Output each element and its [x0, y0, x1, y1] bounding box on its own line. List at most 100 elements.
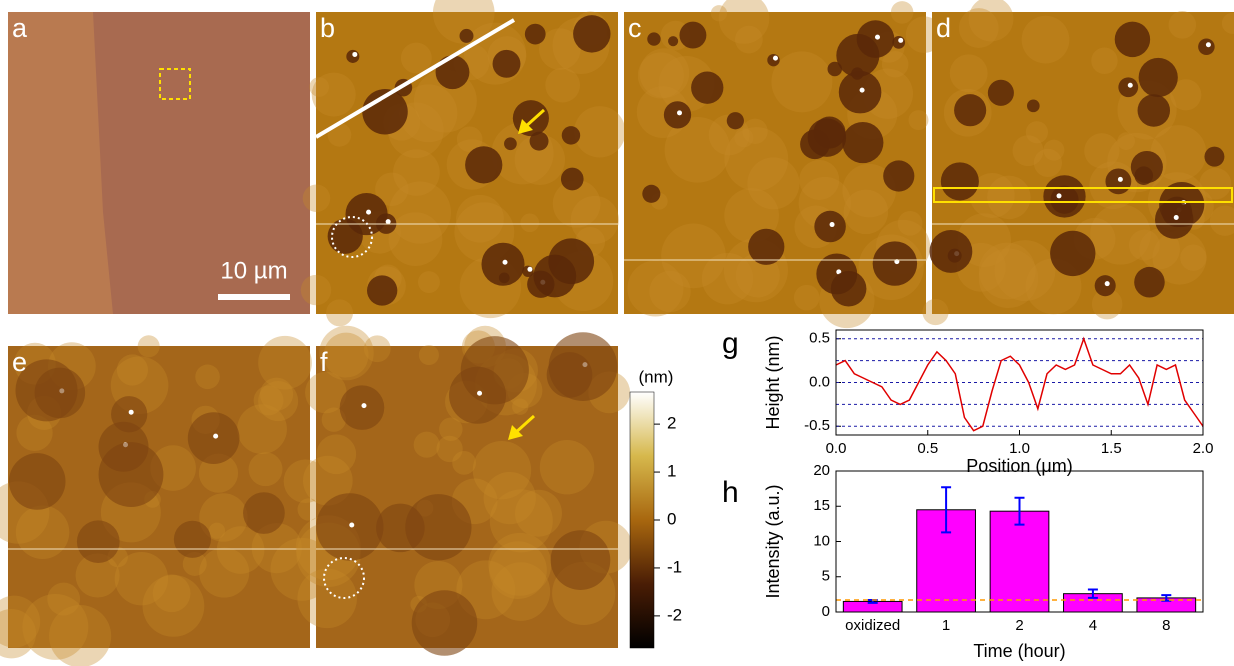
texture — [417, 271, 440, 294]
particle — [772, 55, 778, 61]
particle — [527, 266, 533, 272]
texture — [0, 595, 41, 648]
x-tick-label: 1 — [942, 617, 950, 634]
domain — [492, 49, 521, 78]
texture — [897, 210, 923, 236]
marker-circle — [323, 557, 365, 599]
texture — [15, 505, 70, 559]
texture — [316, 434, 357, 475]
y-tick-label: 20 — [813, 462, 830, 479]
domain — [830, 270, 867, 307]
texture — [199, 547, 250, 598]
texture — [436, 435, 463, 463]
colorbar-title: (nm) — [639, 367, 674, 386]
texture — [747, 157, 800, 210]
domain — [512, 100, 549, 137]
texture — [199, 493, 248, 542]
texture — [311, 72, 356, 117]
texture — [400, 42, 432, 74]
error-bar — [941, 486, 952, 534]
panel-label: a — [12, 13, 28, 43]
texture — [978, 248, 1039, 308]
domain — [187, 412, 240, 464]
texture — [734, 128, 754, 148]
domain — [647, 32, 661, 46]
texture — [47, 582, 81, 616]
domain — [642, 184, 661, 203]
domain — [663, 101, 692, 129]
panel-label: h — [722, 476, 739, 509]
texture — [1090, 204, 1151, 265]
texture — [842, 163, 896, 218]
texture — [258, 381, 299, 422]
texture — [710, 5, 728, 22]
particle — [385, 219, 391, 225]
roi-box — [933, 187, 1233, 203]
texture — [22, 594, 89, 660]
x-tick-label: 1.5 — [1101, 440, 1122, 457]
panel-label: f — [320, 347, 328, 377]
particle — [874, 34, 880, 40]
texture — [742, 118, 768, 145]
texture — [305, 371, 347, 414]
domain — [1134, 266, 1165, 298]
particle — [1056, 193, 1062, 199]
domain — [1138, 57, 1178, 98]
texture — [958, 8, 999, 48]
texture — [539, 28, 581, 70]
domain — [481, 242, 525, 286]
texture — [182, 551, 207, 576]
domain — [98, 442, 164, 507]
texture — [309, 77, 330, 97]
texture — [771, 51, 833, 113]
domain — [691, 71, 724, 104]
texture — [661, 223, 726, 289]
domain — [767, 53, 780, 67]
particle — [898, 37, 904, 43]
colorbar-tick-label: -2 — [667, 605, 682, 624]
texture — [152, 574, 191, 613]
arrow-head — [508, 425, 523, 440]
domain — [748, 228, 785, 265]
texture — [978, 242, 1036, 300]
domain — [173, 520, 211, 558]
texture — [843, 189, 889, 235]
domain — [465, 146, 503, 184]
scale-bar-label: 10 µm — [220, 257, 287, 284]
arrow-head — [518, 119, 533, 134]
texture — [302, 184, 331, 213]
particle — [859, 87, 865, 93]
particle — [366, 209, 372, 215]
texture — [388, 212, 443, 266]
domain — [814, 210, 846, 243]
error-bar — [1087, 588, 1098, 599]
particle — [1205, 42, 1211, 48]
texture — [922, 298, 949, 326]
domain — [1118, 77, 1139, 98]
texture — [375, 172, 409, 206]
domain — [872, 241, 918, 286]
panel-label: c — [628, 13, 642, 43]
texture — [489, 541, 547, 599]
texture — [237, 404, 287, 454]
texture — [323, 332, 369, 378]
texture — [319, 325, 374, 381]
texture — [251, 523, 302, 574]
image-panel: f — [295, 325, 633, 656]
colorbar-tick-label: 2 — [667, 414, 676, 433]
image-panel: b — [300, 0, 626, 327]
texture — [75, 553, 120, 598]
domain — [1043, 175, 1086, 218]
texture — [114, 551, 169, 606]
x-tick-label: 1.0 — [1009, 440, 1030, 457]
domain — [1094, 275, 1116, 297]
texture — [1209, 205, 1234, 236]
panel-label: d — [936, 13, 951, 43]
image-panel: d — [922, 0, 1234, 326]
domain — [524, 23, 546, 45]
texture — [1168, 11, 1197, 39]
domain — [243, 492, 285, 534]
texture — [514, 134, 566, 185]
texture — [297, 498, 320, 521]
